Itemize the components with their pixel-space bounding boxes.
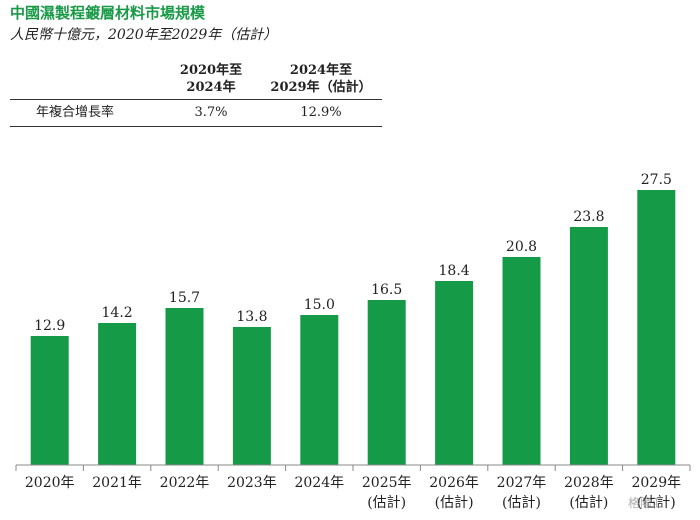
bar-4 (300, 315, 339, 465)
bar-value-label-6: 18.4 (439, 263, 470, 279)
cagr-value-period-2: 12.9% (260, 99, 382, 127)
bar-value-label-9: 27.5 (641, 172, 672, 188)
cagr-value-period-1: 3.7% (162, 99, 260, 127)
x-tick-label-7-1: (估計) (502, 495, 541, 511)
bar-value-label-4: 15.0 (304, 297, 335, 313)
bar-value-label-2: 15.7 (169, 290, 200, 306)
cagr-header-period-1: 2020年至 2024年 (162, 62, 260, 100)
x-tick-label-8-1: (估計) (569, 495, 608, 511)
cagr-header-period-2: 2024年至 2029年（估計） (260, 62, 382, 100)
bar-chart: 12.9 2020年 14.2 2021年 15.7 2022年 13.8 2023年 15.0… (15, 172, 691, 511)
bar-0 (30, 336, 69, 465)
bar-value-label-5: 16.5 (371, 282, 402, 298)
x-tick-label-0-0: 2020年 (25, 475, 75, 491)
bar-2 (165, 308, 204, 465)
x-tick-label-5-0: 2025年 (362, 475, 412, 491)
x-tick-label-3-0: 2023年 (227, 475, 277, 491)
cagr-table: 2020年至 2024年 2024年至 2029年（估計） 年複合增長率 3.7… (10, 62, 382, 127)
x-tick-label-8-0: 2028年 (564, 475, 614, 491)
bar-value-label-0: 12.9 (34, 318, 65, 334)
cagr-table-header: 2020年至 2024年 2024年至 2029年（估計） (10, 62, 382, 100)
bar-value-label-8: 23.8 (573, 209, 604, 225)
bar-1 (98, 323, 137, 465)
watermark: 格隆汇 (628, 496, 665, 510)
bar-7 (502, 257, 541, 465)
cagr-row-label: 年複合增長率 (10, 99, 162, 127)
cagr-header-period-2-line2: 2029年（估計） (270, 80, 372, 95)
bar-8 (569, 227, 608, 465)
chart-subtitle: 人民幣十億元，2020年至2029年（估計） (10, 27, 278, 43)
bar-5 (367, 300, 406, 465)
cagr-header-blank (10, 62, 162, 100)
x-tick-label-6-1: (估計) (435, 495, 474, 511)
x-tick-label-9-1: (估計) (637, 495, 676, 511)
x-tick-label-1-0: 2021年 (92, 475, 142, 491)
x-tick-label-5-1: (估計) (367, 495, 406, 511)
cagr-row: 年複合增長率 3.7% 12.9% (10, 99, 382, 127)
bar-3 (232, 327, 271, 465)
cagr-header-period-1-line1: 2020年至 (179, 63, 243, 78)
bar-9 (637, 190, 676, 465)
chart-title: 中國濕製程鍍層材料市場規模 (10, 4, 206, 22)
x-tick-label-4-0: 2024年 (294, 475, 344, 491)
cagr-header-period-1-line2: 2024年 (186, 80, 236, 95)
cagr-header-period-2-line1: 2024年至 (289, 63, 353, 78)
bar-value-label-7: 20.8 (506, 239, 537, 255)
x-tick-label-2-0: 2022年 (160, 475, 210, 491)
bar-value-label-1: 14.2 (102, 305, 133, 321)
bar-6 (435, 281, 474, 465)
x-tick-label-9-0: 2029年 (631, 475, 681, 491)
x-tick-label-6-0: 2026年 (429, 475, 479, 491)
x-tick-label-7-0: 2027年 (497, 475, 547, 491)
bar-value-label-3: 13.8 (236, 309, 267, 325)
